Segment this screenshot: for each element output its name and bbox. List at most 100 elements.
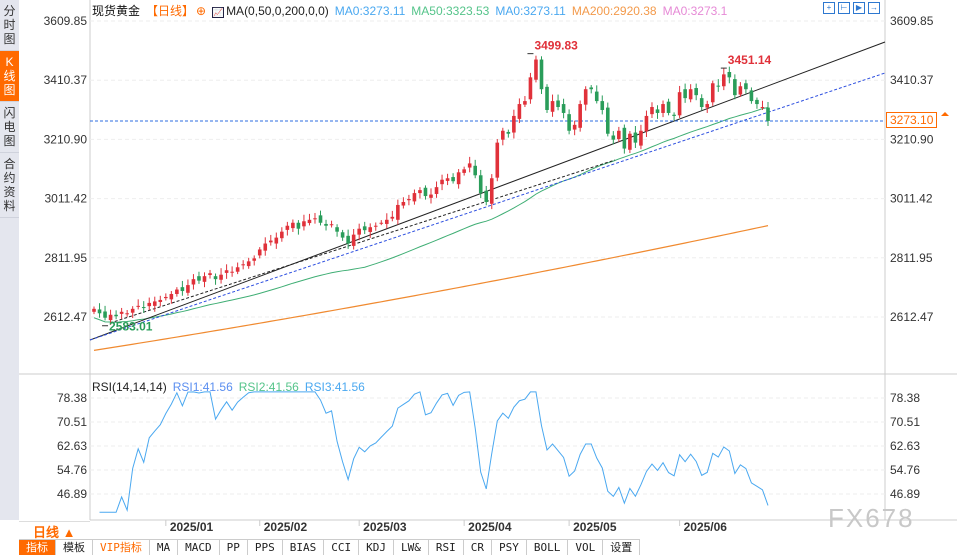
ma200-value: MA200:2920.38 [571,4,657,18]
candle-body [644,115,649,132]
time-label: 2025/05 [573,520,617,534]
tab-11[interactable]: RSI [429,540,464,555]
tab-16[interactable]: 设置 [603,540,641,555]
ma0-value: MA0:3273.11 [495,4,566,18]
tab-14[interactable]: BOLL [527,540,569,555]
tab-8[interactable]: CCI [324,540,360,555]
candle-body [390,216,395,219]
candle-body [539,59,544,90]
candle-body [605,107,610,134]
candle-body [688,89,693,100]
candle-body [302,221,306,227]
sidebar-item-flash[interactable]: 闪电图 [0,102,19,153]
candle-body [103,311,107,318]
play-icon[interactable]: ▶ [853,2,865,14]
candle-body [578,104,582,128]
price-tick-right: 3210.90 [890,132,934,146]
tab-6[interactable]: PPS [248,540,283,555]
candle-body [677,92,682,116]
candle-body [655,109,660,113]
candle-body [766,107,770,121]
candle-body [230,271,234,273]
candle-body [561,104,566,113]
instrument-name: 现货黄金 [92,4,141,18]
candle-body [617,130,621,140]
candle-body [335,227,339,232]
zoom-fit-icon[interactable]: ⊢ [838,2,850,14]
candle-body [478,175,483,194]
candle-body [423,187,428,197]
candle-body [495,142,500,178]
tab-3[interactable]: MA [150,540,179,555]
candle-body [467,163,472,168]
candle-body [186,285,190,293]
tab-13[interactable]: PSY [492,540,527,555]
candle-body [191,279,196,285]
candle-body [744,83,748,90]
tab-1[interactable]: 模板 [56,540,93,555]
current-price-tag: 3273.10 [886,112,938,128]
period-label: 【日线】 [146,4,195,18]
chart-header: 现货黄金 【日线】 ⊕ 📈 MA(0,50,0,200,0,0) MA0:3273.11 M… [92,2,733,19]
tab-9[interactable]: KDJ [359,540,394,555]
candle-body [727,72,732,78]
candle-body [738,86,743,95]
candle-body [368,227,373,232]
candle-body [683,89,687,99]
crosshair-icon[interactable]: + [823,2,835,14]
tab-4[interactable]: MACD [178,540,220,555]
price-tick-left: 2612.47 [44,310,88,324]
tab-7[interactable]: BIAS [283,540,325,555]
ma50-line [93,106,769,323]
tab-2[interactable]: VIP指标 [93,540,150,555]
price-chart[interactable]: 3609.85 3609.85 3410.37 3410.37 3210.90 3210.… [0,0,957,540]
tab-10[interactable]: LW& [394,540,429,555]
candle-body [600,101,605,110]
tab-5[interactable]: PP [220,540,248,555]
rsi3-value: RSI3:41.56 [304,380,365,394]
sidebar-item-timeshare[interactable]: 分时图 [0,0,19,51]
price-tick-right: 2811.95 [890,251,933,265]
price-annotation: 3451.14 [728,53,772,67]
candle-body [164,296,168,299]
candle-body [252,258,257,261]
rsi-tick-left: 46.89 [57,487,87,501]
tab-12[interactable]: CR [464,540,492,555]
rsi-tick-left: 70.51 [57,415,87,429]
settings-icon[interactable]: ⊕ [196,4,207,18]
rsi-tick-right: 78.38 [890,391,920,405]
chart-toolbar: + ⊢ ▶ → [823,2,880,14]
rsi-tick-right: 70.51 [890,415,920,429]
candle-body [611,135,616,140]
indicator-icon[interactable]: 📈 [212,7,225,18]
period-selector[interactable]: 日线 ▲ [19,521,90,540]
candle-body [318,215,323,223]
candle-body [136,305,140,307]
rsi-title: RSI(14,14,14) [92,380,167,394]
sidebar-item-kline[interactable]: K线图 [0,51,19,102]
rsi-tick-right: 62.63 [890,439,920,453]
candle-body [545,86,549,110]
trendline-dashed [109,159,616,324]
candle-body [357,228,361,235]
candle-body [202,276,207,282]
price-tick-left: 3609.85 [44,14,88,28]
sidebar-item-contract-info[interactable]: 合约资料 [0,153,19,218]
candle-body [429,194,433,198]
candle-body [313,218,317,220]
exit-icon[interactable]: → [868,2,880,14]
time-label: 2025/02 [264,520,308,534]
candle-body [373,225,378,227]
candle-body [125,313,129,315]
candle-body [152,301,157,306]
candle-body [699,98,704,108]
tab-0[interactable]: 指标 [19,540,56,555]
candle-body [175,289,179,294]
candle-body [285,225,290,230]
ma200-line [93,225,769,351]
candle-body [401,201,406,206]
tab-15[interactable]: VOL [568,540,604,555]
candle-body [213,276,218,280]
candle-body [296,222,301,229]
candle-body [628,133,632,150]
